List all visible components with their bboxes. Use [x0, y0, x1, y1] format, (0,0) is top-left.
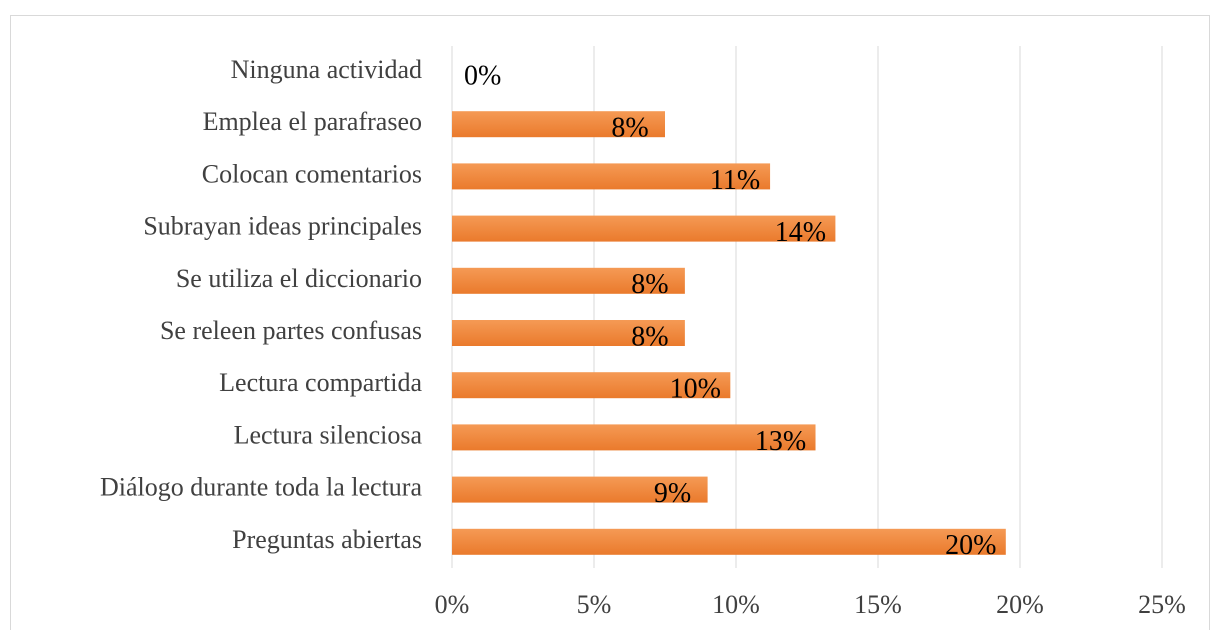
y-tick-label: Lectura silenciosa	[234, 420, 423, 449]
chart-frame	[10, 15, 1210, 630]
bar	[452, 320, 685, 346]
x-tick-label: 15%	[854, 590, 902, 619]
x-tick-label: 20%	[996, 590, 1044, 619]
data-label: 0%	[464, 60, 501, 91]
y-tick-label: Ninguna actividad	[231, 55, 422, 84]
bar	[452, 111, 665, 138]
data-label: 8%	[631, 269, 668, 300]
data-label: 8%	[611, 113, 648, 144]
data-label: 20%	[945, 530, 996, 561]
bar	[452, 528, 1006, 555]
data-label: 13%	[755, 426, 806, 457]
y-tick-label: Lectura compartida	[219, 368, 422, 397]
y-tick-label: Preguntas abiertas	[232, 525, 422, 554]
bar	[452, 372, 731, 399]
x-tick-label: 5%	[577, 590, 612, 619]
y-tick-label: Se releen partes confusas	[160, 316, 422, 345]
data-label: 8%	[631, 321, 668, 352]
x-tick-label: 25%	[1138, 590, 1186, 619]
bar	[452, 267, 685, 294]
y-tick-label: Colocan comentarios	[202, 159, 422, 188]
bar	[452, 215, 836, 242]
bar	[452, 424, 816, 451]
data-label: 14%	[775, 217, 826, 248]
bar	[452, 163, 771, 190]
bar	[452, 476, 708, 503]
y-tick-label: Diálogo durante toda la lectura	[100, 473, 422, 502]
data-label: 11%	[710, 165, 760, 196]
y-tick-label: Emplea el parafraseo	[203, 107, 422, 136]
data-label: 9%	[654, 478, 691, 509]
y-tick-label: Se utiliza el diccionario	[176, 264, 422, 293]
y-tick-label: Subrayan ideas principales	[143, 212, 422, 241]
x-tick-label: 10%	[712, 590, 760, 619]
data-label: 10%	[670, 374, 721, 405]
x-tick-label: 0%	[435, 590, 470, 619]
